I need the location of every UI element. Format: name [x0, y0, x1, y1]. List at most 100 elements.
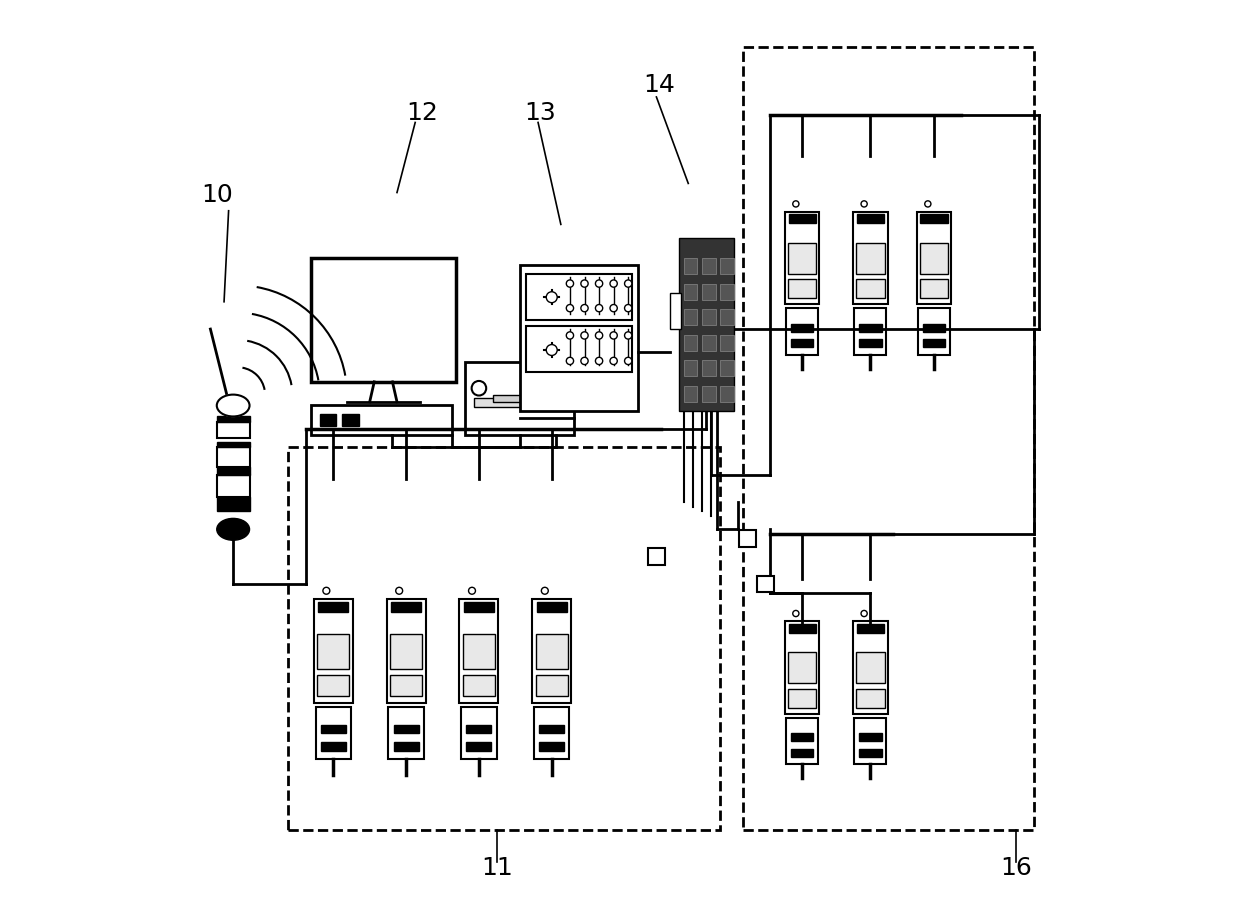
FancyBboxPatch shape: [217, 475, 249, 498]
Bar: [466, 742, 491, 750]
FancyBboxPatch shape: [702, 334, 715, 351]
Circle shape: [547, 292, 557, 303]
FancyBboxPatch shape: [786, 309, 818, 355]
FancyBboxPatch shape: [532, 600, 572, 703]
FancyBboxPatch shape: [920, 279, 949, 299]
Circle shape: [595, 331, 603, 339]
FancyBboxPatch shape: [720, 360, 734, 376]
FancyBboxPatch shape: [314, 600, 352, 703]
Bar: [859, 340, 882, 347]
FancyBboxPatch shape: [720, 385, 734, 402]
Circle shape: [625, 357, 632, 364]
Circle shape: [595, 305, 603, 311]
FancyBboxPatch shape: [465, 362, 574, 435]
FancyBboxPatch shape: [461, 708, 497, 760]
Circle shape: [610, 331, 618, 339]
Bar: [857, 624, 884, 633]
Circle shape: [610, 305, 618, 311]
Bar: [464, 602, 494, 613]
Circle shape: [610, 357, 618, 364]
Bar: [466, 725, 491, 733]
FancyBboxPatch shape: [388, 708, 424, 760]
Circle shape: [567, 357, 574, 364]
FancyBboxPatch shape: [463, 634, 495, 668]
Circle shape: [542, 587, 548, 594]
FancyBboxPatch shape: [463, 675, 495, 697]
Circle shape: [792, 611, 799, 616]
Text: 10: 10: [201, 183, 233, 206]
FancyBboxPatch shape: [526, 326, 632, 372]
FancyBboxPatch shape: [920, 243, 949, 274]
Circle shape: [925, 201, 931, 207]
Bar: [319, 602, 348, 613]
FancyBboxPatch shape: [315, 266, 451, 374]
FancyBboxPatch shape: [787, 652, 816, 683]
Bar: [789, 624, 816, 633]
Text: 16: 16: [999, 856, 1032, 880]
Bar: [923, 340, 945, 347]
Circle shape: [580, 305, 588, 311]
FancyBboxPatch shape: [475, 398, 557, 407]
Circle shape: [792, 201, 799, 207]
FancyBboxPatch shape: [785, 621, 820, 714]
Circle shape: [547, 344, 557, 355]
Circle shape: [567, 280, 574, 288]
Bar: [393, 725, 419, 733]
FancyBboxPatch shape: [853, 212, 888, 305]
Circle shape: [595, 357, 603, 364]
FancyBboxPatch shape: [217, 447, 249, 467]
Bar: [217, 467, 249, 475]
FancyBboxPatch shape: [853, 621, 888, 714]
FancyBboxPatch shape: [854, 718, 887, 764]
Bar: [789, 214, 816, 224]
FancyBboxPatch shape: [317, 675, 350, 697]
FancyBboxPatch shape: [217, 422, 249, 438]
Bar: [859, 324, 882, 331]
Bar: [537, 602, 567, 613]
FancyBboxPatch shape: [702, 284, 715, 300]
Bar: [393, 742, 419, 750]
Circle shape: [580, 357, 588, 364]
FancyBboxPatch shape: [786, 718, 818, 764]
Circle shape: [580, 280, 588, 288]
Bar: [791, 733, 813, 741]
Bar: [920, 214, 947, 224]
Circle shape: [567, 305, 574, 311]
Bar: [217, 416, 249, 422]
FancyBboxPatch shape: [856, 279, 884, 299]
Bar: [217, 498, 249, 511]
FancyBboxPatch shape: [310, 404, 451, 435]
Bar: [342, 414, 358, 425]
FancyBboxPatch shape: [854, 309, 887, 355]
Bar: [321, 725, 346, 733]
FancyBboxPatch shape: [787, 243, 816, 274]
FancyBboxPatch shape: [534, 708, 569, 760]
Bar: [217, 442, 249, 447]
FancyBboxPatch shape: [787, 688, 816, 708]
Bar: [391, 602, 422, 613]
FancyBboxPatch shape: [720, 284, 734, 300]
Text: 12: 12: [405, 100, 438, 125]
FancyBboxPatch shape: [683, 258, 697, 275]
FancyBboxPatch shape: [683, 309, 697, 325]
FancyBboxPatch shape: [683, 385, 697, 402]
FancyBboxPatch shape: [460, 600, 498, 703]
Circle shape: [625, 305, 632, 311]
FancyBboxPatch shape: [787, 279, 816, 299]
FancyBboxPatch shape: [785, 212, 820, 305]
FancyBboxPatch shape: [683, 284, 697, 300]
Ellipse shape: [217, 394, 249, 416]
FancyBboxPatch shape: [683, 334, 697, 351]
FancyBboxPatch shape: [526, 275, 632, 320]
FancyBboxPatch shape: [536, 675, 568, 697]
FancyBboxPatch shape: [916, 212, 951, 305]
FancyBboxPatch shape: [492, 394, 547, 402]
Text: 11: 11: [481, 856, 513, 880]
Bar: [791, 749, 813, 757]
Circle shape: [625, 280, 632, 288]
FancyBboxPatch shape: [720, 258, 734, 275]
Circle shape: [396, 587, 403, 594]
Circle shape: [861, 201, 867, 207]
Text: 14: 14: [642, 73, 675, 98]
Ellipse shape: [217, 519, 249, 540]
